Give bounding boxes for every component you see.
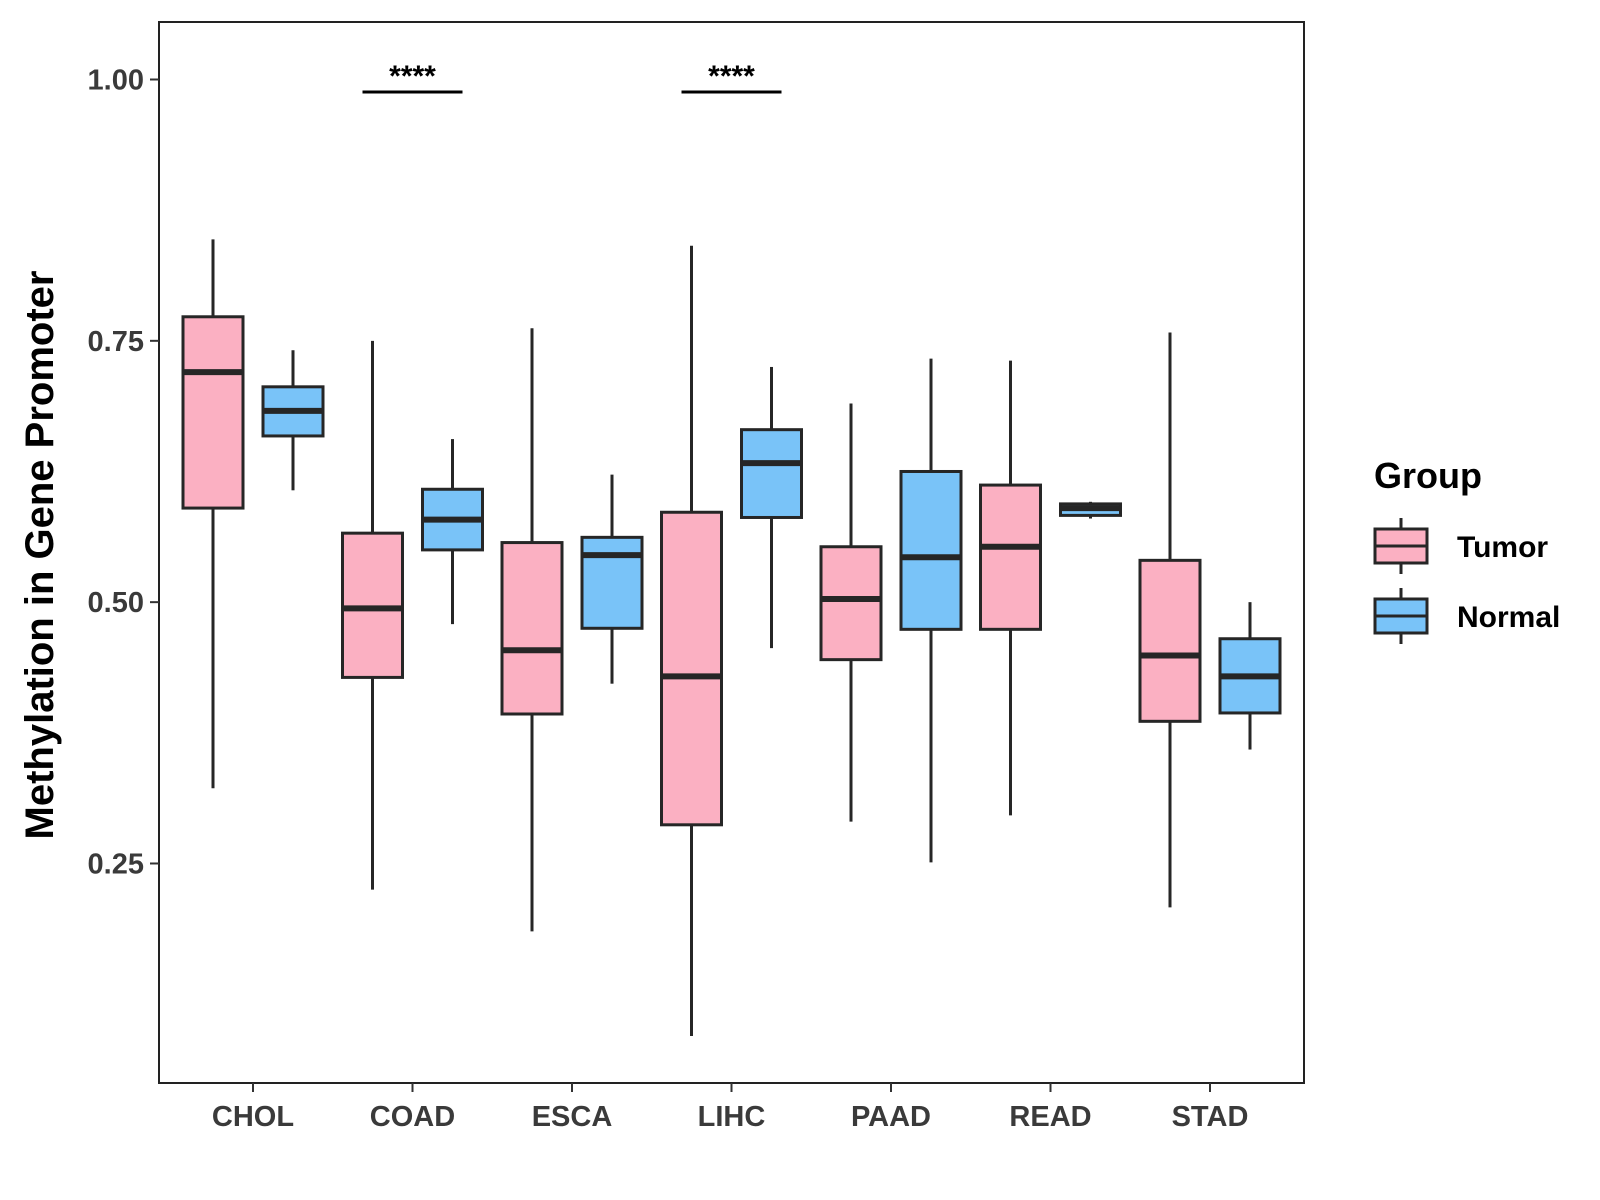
x-tick-label: LIHC <box>698 1101 766 1133</box>
iqr-box <box>740 428 803 519</box>
box-normal-chol <box>261 350 325 491</box>
y-tick-label: 0.75 <box>88 326 144 358</box>
y-tick-label: 1.00 <box>88 64 144 96</box>
y-axis-title: Methylation in Gene Promoter <box>18 271 62 840</box>
x-tick-label: PAAD <box>851 1101 931 1133</box>
box-tumor-chol <box>181 239 245 789</box>
legend-key-normal <box>1373 588 1429 644</box>
box-tumor-coad <box>341 340 404 890</box>
y-tick-label: 0.50 <box>88 587 144 619</box>
significance-label: **** <box>389 60 436 93</box>
legend: Group Tumor Normal <box>1373 455 1560 644</box>
x-tick-label: CHOL <box>212 1101 294 1133</box>
box-tumor-stad <box>1138 332 1202 908</box>
box-tumor-paad <box>819 403 883 822</box>
x-tick-label: COAD <box>370 1101 455 1133</box>
legend-title: Group <box>1374 455 1482 496</box>
iqr-box <box>899 469 963 631</box>
x-tick-label: READ <box>1009 1101 1091 1133</box>
legend-label-tumor: Tumor <box>1457 531 1548 564</box>
box-normal-read <box>1059 501 1122 519</box>
box-normal-lihc <box>740 366 803 649</box>
legend-label-normal: Normal <box>1457 601 1560 634</box>
iqr-box <box>500 541 564 716</box>
iqr-box <box>580 535 644 630</box>
box-normal-esca <box>580 474 644 684</box>
box-tumor-esca <box>500 328 564 932</box>
box-normal-stad <box>1218 602 1282 750</box>
plot-panel-border <box>158 21 1305 1084</box>
y-tick-label: 0.25 <box>88 848 144 880</box>
x-tick-label: STAD <box>1172 1101 1249 1133</box>
iqr-box <box>1138 558 1202 723</box>
iqr-box <box>181 315 245 510</box>
iqr-box <box>819 545 883 662</box>
iqr-box <box>660 510 723 827</box>
box-normal-coad <box>421 439 484 625</box>
box-tumor-read <box>979 360 1042 816</box>
box-normal-paad <box>899 358 963 863</box>
legend-key-tumor <box>1373 518 1429 574</box>
iqr-box <box>979 483 1042 631</box>
box-tumor-lihc <box>660 245 723 1036</box>
significance-label: **** <box>708 60 755 93</box>
x-tick-label: ESCA <box>532 1101 613 1133</box>
iqr-box <box>341 531 404 679</box>
